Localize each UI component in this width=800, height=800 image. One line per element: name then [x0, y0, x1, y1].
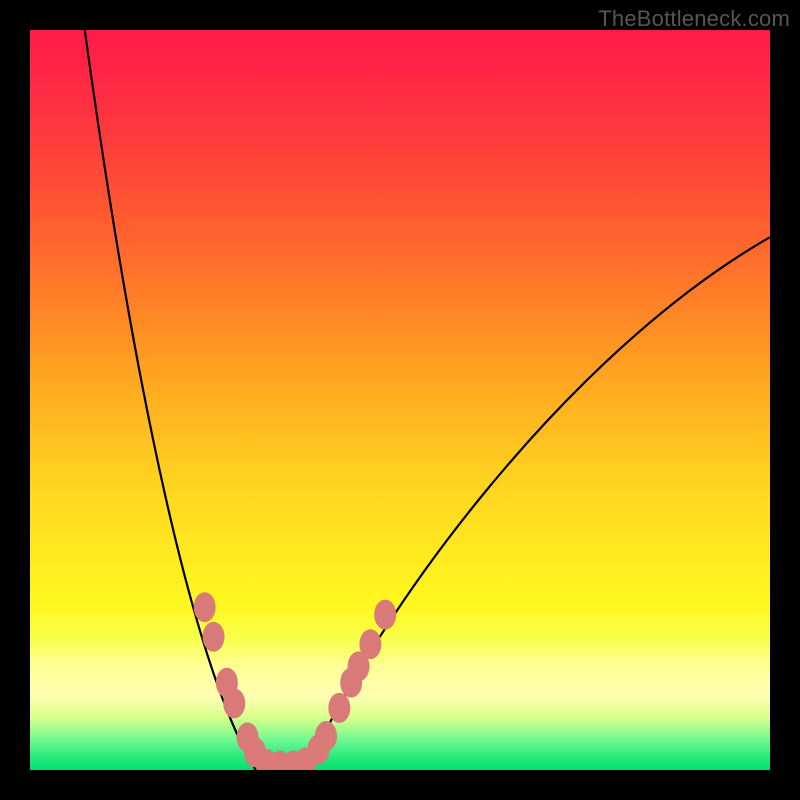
data-bead — [282, 751, 304, 770]
data-bead — [374, 600, 396, 630]
data-bead — [359, 629, 381, 659]
data-bead — [244, 737, 266, 767]
data-bead — [328, 693, 350, 723]
data-bead — [237, 722, 259, 752]
data-bead — [216, 668, 238, 698]
outer-frame: TheBottleneck.com — [0, 0, 800, 800]
chart-svg — [30, 30, 770, 770]
data-bead — [294, 748, 316, 770]
data-bead — [315, 721, 337, 751]
bottleneck-curve — [85, 30, 770, 770]
data-bead — [223, 688, 245, 718]
data-bead — [340, 668, 362, 698]
plot-area — [30, 30, 770, 770]
data-bead — [269, 751, 291, 770]
data-bead — [348, 651, 370, 681]
watermark-text: TheBottleneck.com — [598, 6, 790, 32]
data-bead — [256, 749, 278, 770]
data-bead — [194, 592, 216, 622]
data-bead — [308, 734, 330, 764]
data-bead — [203, 622, 225, 652]
